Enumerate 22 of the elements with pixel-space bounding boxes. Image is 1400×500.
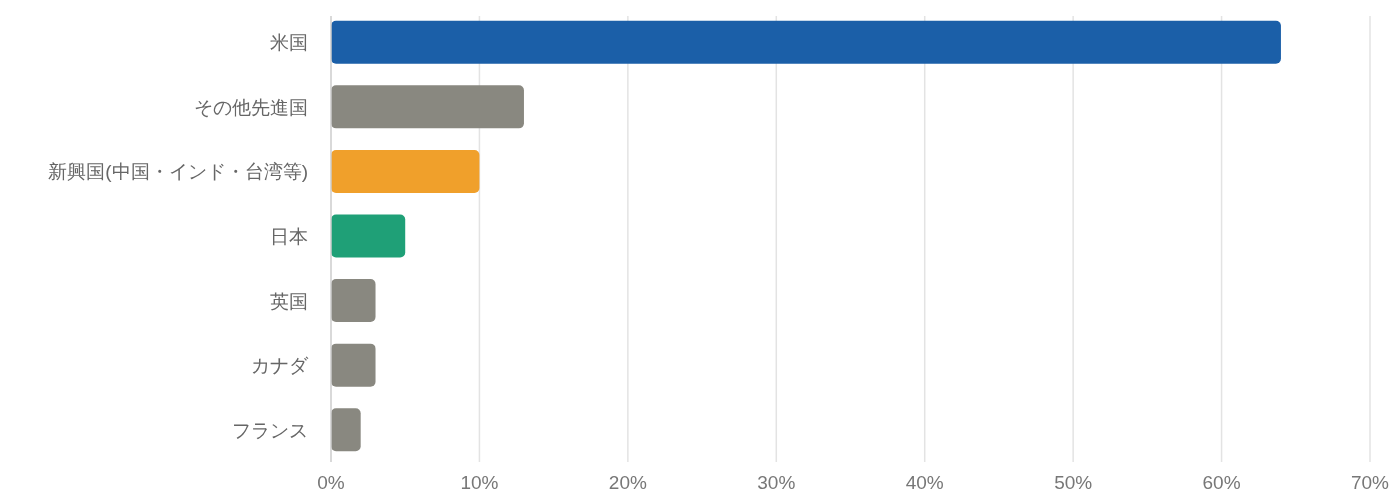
- y-tick-label: 新興国(中国・インド・台湾等): [48, 161, 308, 183]
- x-tick-label: 10%: [460, 472, 499, 493]
- y-tick-label: その他先進国: [194, 96, 308, 118]
- bar: [331, 20, 1281, 64]
- x-tick-label: 50%: [1054, 472, 1093, 493]
- y-tick-label: カナダ: [251, 355, 309, 377]
- y-tick-label: 日本: [270, 226, 308, 247]
- x-tick-label: 60%: [1202, 472, 1241, 493]
- y-tick-label: 英国: [270, 290, 308, 312]
- x-tick-label: 20%: [608, 472, 647, 493]
- bar: [331, 85, 524, 129]
- x-tick-label: 0%: [317, 472, 345, 493]
- bar: [331, 408, 361, 452]
- x-tick-label: 30%: [757, 472, 796, 493]
- bar: [331, 214, 406, 258]
- x-tick-label: 70%: [1350, 472, 1390, 493]
- x-tick-label: 40%: [905, 472, 944, 493]
- bar: [331, 343, 376, 387]
- bar: [331, 149, 480, 193]
- y-tick-label: 米国: [270, 32, 308, 54]
- bar: [331, 279, 376, 323]
- y-tick-label: フランス: [232, 419, 308, 441]
